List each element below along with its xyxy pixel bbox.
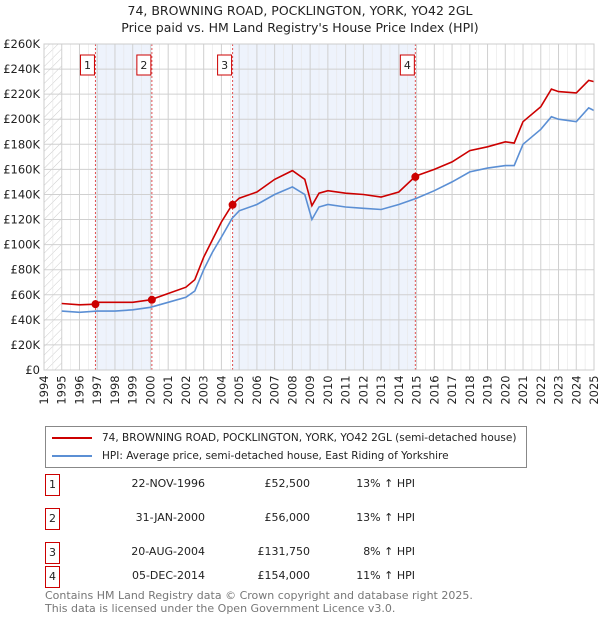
sale-price: £56,000 xyxy=(264,511,311,524)
y-tick-label: £40K xyxy=(11,313,41,327)
x-tick-label: 2009 xyxy=(303,375,317,404)
sale-label-box xyxy=(136,54,152,76)
sale-point xyxy=(91,300,100,309)
y-tick-label: £260K xyxy=(3,37,40,51)
sale-label-box xyxy=(217,54,233,76)
y-tick-label: £0 xyxy=(25,363,40,377)
legend-label: HPI: Average price, semi-detached house,… xyxy=(102,450,449,462)
legend-swatch xyxy=(52,437,92,439)
x-tick-label: 2014 xyxy=(392,375,406,404)
x-tick-label: 1999 xyxy=(126,375,140,404)
footer-line-2: This data is licensed under the Open Gov… xyxy=(45,602,396,615)
x-tick-label: 2025 xyxy=(587,375,600,404)
legend-label: 74, BROWNING ROAD, POCKLINGTON, YORK, YO… xyxy=(102,432,517,444)
sale-label-box xyxy=(79,54,95,76)
x-tick-label: 2006 xyxy=(250,375,264,404)
x-tick-label: 2020 xyxy=(498,375,512,404)
y-tick-label: £60K xyxy=(11,288,41,302)
x-tick-label: 2010 xyxy=(321,375,335,404)
plot-area: £0 £20K £40K £60K £80K £100K £120K £140K £160K £1… xyxy=(3,37,600,405)
sale-point xyxy=(147,295,156,304)
series-line xyxy=(61,79,595,306)
x-tick-label: 2002 xyxy=(179,375,193,404)
x-tick-label: 2000 xyxy=(143,375,157,404)
y-tick-label: £240K xyxy=(3,62,40,76)
sale-hpi: 13% ↑ HPI xyxy=(356,511,415,524)
x-tick-label: 2021 xyxy=(516,375,530,404)
y-tick-label: £120K xyxy=(3,213,40,227)
legend-item-property: 74, BROWNING ROAD, POCKLINGTON, YORK, YO… xyxy=(52,430,516,446)
x-tick-label: 1997 xyxy=(90,375,104,404)
sale-price: £154,000 xyxy=(257,569,311,582)
x-tick-label: 1998 xyxy=(108,375,122,404)
y-tick-label: £140K xyxy=(3,187,40,201)
x-tick-label: 2001 xyxy=(161,375,175,404)
legend: 74, BROWNING ROAD, POCKLINGTON, YORK, YO… xyxy=(45,426,527,468)
x-tick-label: 2016 xyxy=(427,375,441,404)
y-tick-label: £220K xyxy=(3,87,40,101)
sale-label: 4 xyxy=(404,59,411,72)
y-tick-label: £20K xyxy=(11,338,41,352)
sale-marker-label: 4 xyxy=(45,566,60,588)
sale-label: 3 xyxy=(221,59,228,72)
sale-marker-label: 2 xyxy=(45,508,60,530)
sale-marker-label: 3 xyxy=(45,542,60,564)
footer-line-1: Contains HM Land Registry data © Crown c… xyxy=(45,589,473,602)
x-tick-label: 2018 xyxy=(463,375,477,404)
plot-border xyxy=(43,43,595,371)
series-line xyxy=(61,106,595,314)
sale-date: 22-NOV-1996 xyxy=(131,477,205,490)
y-tick-label: £200K xyxy=(3,112,40,126)
chart-subtitle: Price paid vs. HM Land Registry's House … xyxy=(121,20,479,35)
sale-hpi: 13% ↑ HPI xyxy=(356,477,415,490)
sale-point xyxy=(228,200,237,209)
x-tick-label: 2011 xyxy=(339,375,353,404)
x-tick-label: 2015 xyxy=(410,375,424,404)
sale-label: 2 xyxy=(140,59,147,72)
x-tick-label: 2004 xyxy=(214,375,228,404)
x-tick-label: 2019 xyxy=(481,375,495,404)
x-tick-label: 1995 xyxy=(55,375,69,404)
sale-date: 31-JAN-2000 xyxy=(135,511,205,524)
legend-swatch xyxy=(52,455,92,457)
x-tick-label: 2023 xyxy=(552,375,566,404)
sale-point xyxy=(411,172,420,181)
x-tick-label: 2008 xyxy=(285,375,299,404)
x-tick-label: 2005 xyxy=(232,375,246,404)
y-tick-label: £180K xyxy=(3,137,40,151)
sale-hpi: 11% ↑ HPI xyxy=(356,569,415,582)
sale-date: 20-AUG-2004 xyxy=(131,545,205,558)
chart-title: 74, BROWNING ROAD, POCKLINGTON, YORK, YO… xyxy=(127,3,473,18)
x-tick-label: 2024 xyxy=(569,375,583,404)
y-tick-label: £160K xyxy=(3,162,40,176)
sale-hpi: 8% ↑ HPI xyxy=(363,545,415,558)
x-tick-label: 2003 xyxy=(197,375,211,404)
x-tick-label: 1996 xyxy=(72,375,86,404)
sale-marker-label: 1 xyxy=(45,474,60,496)
legend-item-hpi: HPI: Average price, semi-detached house,… xyxy=(52,448,449,464)
sale-price: £52,500 xyxy=(264,477,311,490)
x-tick-label: 2013 xyxy=(374,375,388,404)
x-tick-label: 2022 xyxy=(534,375,548,404)
x-tick-label: 2007 xyxy=(268,375,282,404)
x-tick-label: 1994 xyxy=(37,375,51,404)
shaded-period xyxy=(232,44,416,370)
x-tick-label: 2012 xyxy=(356,375,370,404)
sale-label: 1 xyxy=(84,59,91,72)
sale-price: £131,750 xyxy=(257,545,311,558)
y-tick-label: £80K xyxy=(11,263,41,277)
x-tick-label: 2017 xyxy=(445,375,459,404)
y-tick-label: £100K xyxy=(3,238,40,252)
sale-label-box xyxy=(399,54,415,76)
sale-date: 05-DEC-2014 xyxy=(131,569,205,582)
